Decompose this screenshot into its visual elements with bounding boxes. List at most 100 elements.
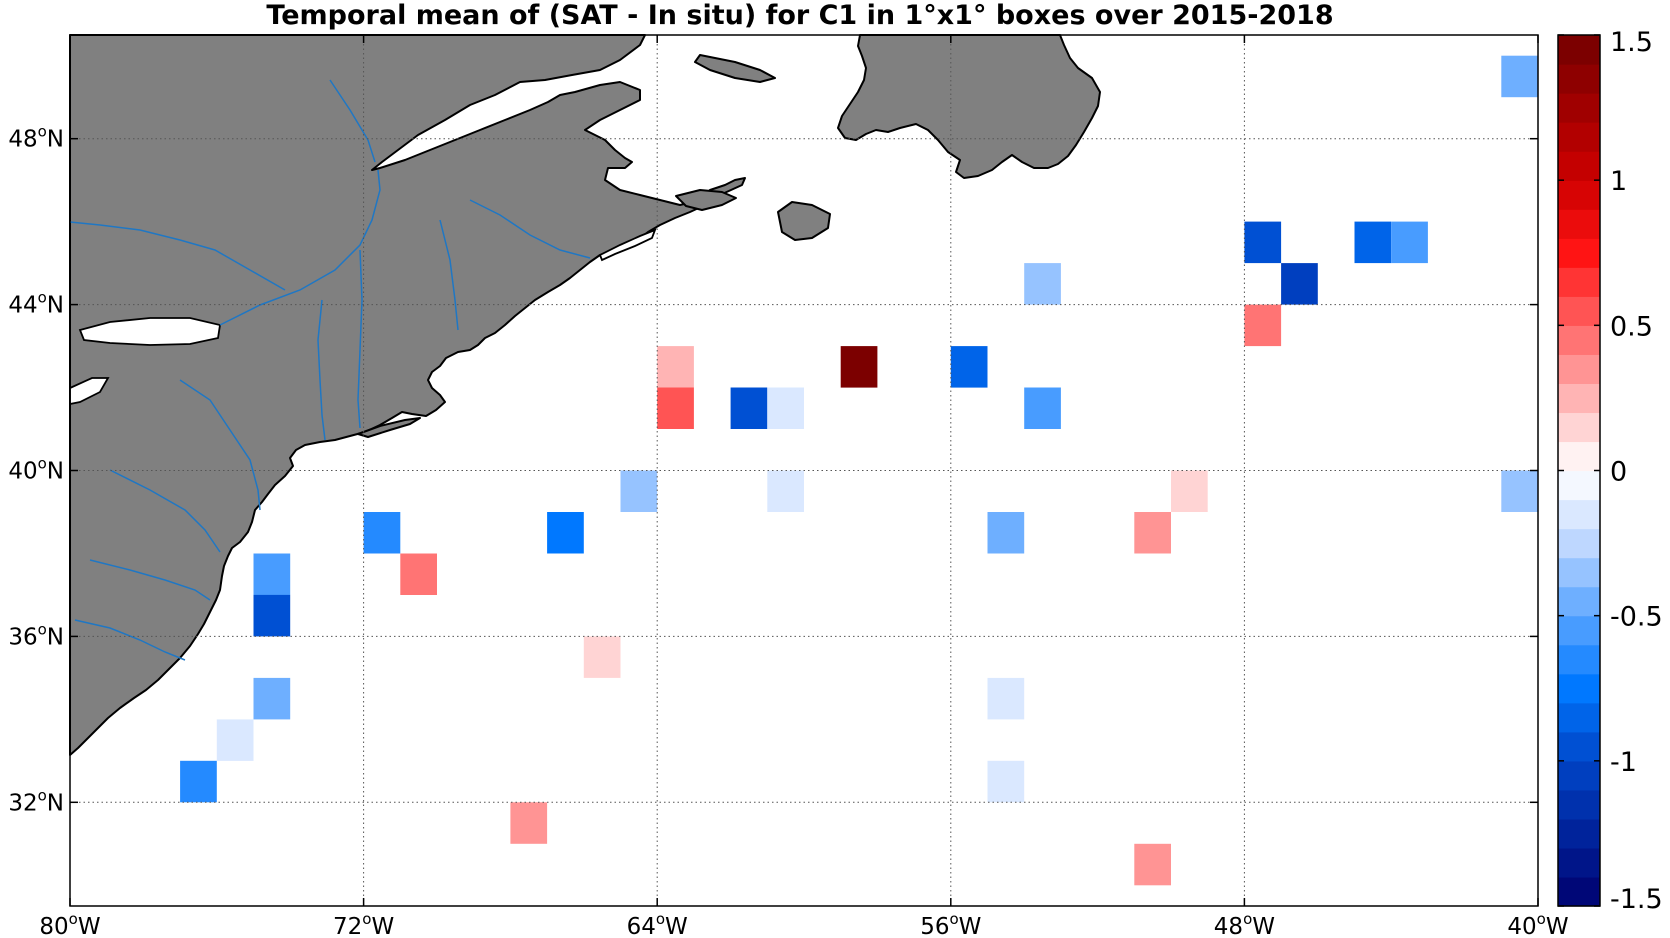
hudson-river	[317, 299, 326, 441]
colorbar-tick-label: -1	[1610, 747, 1637, 778]
colorbar-segment	[1558, 528, 1600, 559]
colorbar-segment	[1558, 180, 1600, 210]
data-cell	[1501, 470, 1538, 512]
chart-title: Temporal mean of (SAT - In situ) for C1 …	[266, 0, 1333, 31]
anticosti-island	[694, 54, 776, 83]
colorbar-segment	[1558, 325, 1600, 355]
data-cell	[1501, 55, 1538, 98]
data-cell	[1281, 263, 1318, 305]
colorbar-segment	[1558, 64, 1600, 94]
data-cell	[1354, 221, 1392, 264]
colorbar-segment	[1558, 267, 1600, 297]
colorbar-tick-label: 1.5	[1610, 27, 1653, 58]
data-cell	[1244, 304, 1282, 347]
data-cell	[253, 594, 291, 637]
x-axis: 80oW 72oW 64oW 56oW 48oW 40oW	[39, 35, 1569, 938]
data-cell	[730, 387, 768, 429]
colorbar: 1.5 1 0.5 0 -0.5 -1 -1.5	[1557, 27, 1663, 915]
data-cell	[657, 346, 694, 388]
data-cell	[987, 677, 1025, 720]
data-cell	[1391, 221, 1428, 264]
data-cell	[400, 553, 437, 595]
data-cell	[363, 512, 401, 554]
data-cell	[1024, 387, 1061, 429]
y-tick-label: 48oN	[8, 123, 64, 153]
data-cell	[950, 346, 988, 388]
colorbar-segment	[1558, 789, 1600, 820]
colorbar-segment	[1558, 760, 1600, 791]
cape-breton-island	[777, 201, 831, 241]
x-tick-label: 56oW	[920, 910, 981, 938]
potomac-river	[109, 469, 221, 553]
x-tick-label: 80oW	[39, 910, 100, 938]
data-cell	[1134, 843, 1171, 886]
data-cell	[767, 387, 804, 429]
colorbar-segment	[1558, 731, 1600, 762]
colorbar-segment	[1558, 93, 1600, 123]
saguenay-river	[329, 79, 376, 163]
bay-of-fundy	[598, 228, 657, 262]
data-cell	[987, 760, 1025, 803]
colorbar-segment	[1558, 644, 1600, 675]
data-cell	[216, 719, 254, 761]
colorbar-segment	[1558, 122, 1600, 152]
x-tick-label: 64oW	[627, 910, 688, 938]
data-cell	[1171, 470, 1208, 512]
colorbar-segment	[1558, 151, 1600, 181]
data-cell	[547, 512, 584, 554]
data-cell	[180, 760, 217, 803]
st-lawrence-river	[219, 169, 381, 326]
data-cell	[620, 470, 658, 512]
susquehanna-river	[179, 379, 261, 511]
data-cell	[987, 512, 1025, 554]
colorbar-segment	[1558, 557, 1600, 588]
newfoundland-land	[837, 34, 1101, 179]
y-tick-label: 44oN	[8, 289, 64, 319]
connecticut-river	[357, 249, 363, 429]
y-tick-label: 40oN	[8, 455, 64, 485]
data-cell	[510, 802, 548, 844]
colorbar-segment	[1558, 615, 1600, 646]
colorbar-segment	[1558, 35, 1600, 65]
penobscot-river	[439, 219, 459, 331]
data-cell	[583, 636, 621, 678]
data-cell	[1134, 512, 1171, 554]
colorbar-tick-label: 1	[1610, 166, 1627, 197]
data-cell	[657, 387, 694, 429]
gridlines	[70, 35, 1538, 906]
colorbar-segment	[1558, 209, 1600, 239]
colorbar-segment	[1558, 499, 1600, 530]
colorbar-segment	[1558, 238, 1600, 268]
data-cell	[253, 677, 291, 720]
prince-edward-island	[675, 189, 737, 211]
colorbar-segment	[1558, 296, 1600, 326]
ottawa-river	[69, 221, 286, 291]
data-cell	[767, 470, 804, 512]
colorbar-segment	[1558, 441, 1600, 472]
james-river	[89, 559, 211, 601]
data-cell	[1244, 221, 1282, 264]
colorbar-segment	[1558, 847, 1600, 878]
saint-john-river	[469, 199, 591, 259]
colorbar-segment	[1558, 702, 1600, 733]
data-cells	[180, 55, 1538, 886]
colorbar-tick-label: 0	[1610, 457, 1627, 488]
north-america-land	[69, 34, 746, 756]
colorbar-segment	[1558, 354, 1600, 384]
y-tick-label: 36oN	[8, 620, 64, 650]
colorbar-segment	[1558, 673, 1600, 704]
roanoke-river	[74, 619, 186, 661]
colorbar-segment	[1558, 412, 1600, 443]
data-cell	[1024, 263, 1061, 305]
colorbar-segment	[1558, 586, 1600, 617]
colorbar-tick-label: 0.5	[1610, 311, 1653, 342]
colorbar-segment	[1558, 818, 1600, 849]
colorbar-tick-label: -1.5	[1610, 884, 1663, 915]
x-tick-label: 48oW	[1214, 910, 1275, 938]
lake-ontario	[78, 317, 222, 346]
land-layer	[69, 34, 1101, 756]
data-cell	[253, 553, 291, 595]
colorbar-segment	[1558, 383, 1600, 414]
colorbar-tick-label: -0.5	[1610, 602, 1663, 633]
